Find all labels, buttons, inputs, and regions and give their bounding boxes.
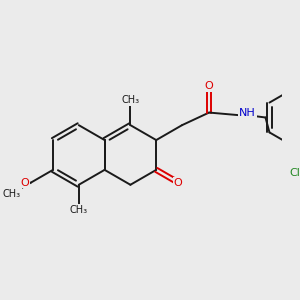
Text: CH₃: CH₃ <box>70 205 88 215</box>
Text: Cl: Cl <box>290 168 300 178</box>
Text: O: O <box>174 178 182 188</box>
Text: O: O <box>205 81 213 91</box>
Text: O: O <box>20 178 29 188</box>
Text: CH₃: CH₃ <box>121 95 140 105</box>
Text: NH: NH <box>239 108 256 118</box>
Text: CH₃: CH₃ <box>3 189 21 199</box>
